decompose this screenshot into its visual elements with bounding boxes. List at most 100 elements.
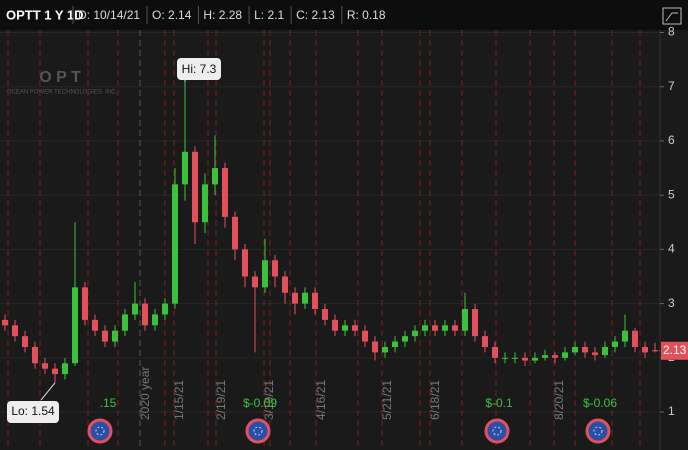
candle-body [252, 276, 258, 288]
date-label: 6/18/21 [428, 380, 442, 420]
candle-body [72, 287, 78, 364]
candle-body [462, 309, 468, 331]
header-stat: O: 2.14 [152, 8, 192, 22]
dividend-label: $-0.1 [485, 396, 513, 410]
candle-body [612, 341, 618, 347]
last-price-tag [661, 341, 688, 360]
candle-body [182, 151, 188, 185]
dividend-icon-dot [492, 426, 502, 436]
lo-label: Lo: 1.54 [11, 404, 55, 418]
header-stats: D: 10/14/21 O: 2.14 H: 2.28 L: 2.1 C: 2.13 R:… [72, 6, 386, 24]
candle-body [102, 330, 108, 342]
watermark-company: OCEAN POWER TECHNOLOGIES, INC. [7, 90, 118, 96]
candle-body [542, 355, 548, 358]
candle-body [282, 276, 288, 293]
drawing-tool-icon[interactable] [662, 7, 682, 25]
candle-body [262, 260, 268, 288]
candle-body [482, 336, 488, 347]
dividend-icon-dot [253, 426, 263, 436]
candle-body [532, 357, 538, 361]
y-tick-label: 3 [668, 296, 675, 310]
date-label: 4/16/21 [314, 380, 328, 420]
candle-body [272, 260, 278, 277]
candle-body [522, 357, 528, 361]
candle-body [622, 330, 628, 342]
dividend-icon-dot [95, 426, 105, 436]
dividend-label: $-0.06 [583, 396, 617, 410]
candle-body [222, 168, 228, 217]
header-stat: R: 0.18 [347, 8, 386, 22]
candle-body [22, 336, 28, 347]
y-tick-label: 1 [668, 404, 675, 418]
y-tick-label: 7 [668, 79, 675, 93]
header-bar [0, 0, 688, 30]
candle-body [242, 249, 248, 277]
y-tick-label: 5 [668, 187, 675, 201]
candle-body [402, 336, 408, 342]
dividend-icon-dot [593, 426, 603, 436]
y-tick-label: 6 [668, 133, 675, 147]
candle-body [492, 346, 498, 358]
dividend-label: $-0.09 [243, 396, 277, 410]
date-label: 2/19/21 [214, 380, 228, 420]
symbol-title: OPTT 1 Y 1D [6, 7, 84, 22]
candle-body [392, 341, 398, 347]
candle-body [362, 330, 368, 342]
date-label: 8/20/21 [552, 380, 566, 420]
candle-body [342, 325, 348, 331]
header-stat: D: 10/14/21 [78, 8, 140, 22]
candle-body [442, 325, 448, 331]
candle-body [642, 346, 648, 353]
candle-body [312, 292, 318, 310]
dividend-label: .15 [100, 396, 117, 410]
candle-body [412, 330, 418, 337]
lo-callout [7, 401, 59, 423]
candle-body [142, 303, 148, 326]
header-stat: C: 2.13 [296, 8, 335, 22]
date-label: 5/21/21 [380, 380, 394, 420]
candle-body [632, 330, 638, 347]
watermark-logo: O P T [39, 69, 81, 86]
candle-body [562, 352, 568, 358]
last-price-label: 2.13 [663, 343, 687, 357]
dividend-icon[interactable] [484, 418, 510, 444]
candle-body [132, 303, 138, 315]
candle-body [122, 314, 128, 331]
candle-body [422, 325, 428, 331]
candle-body [292, 292, 298, 304]
candle-body [552, 355, 558, 358]
candle-body [162, 303, 168, 315]
candle-body [2, 319, 8, 326]
candle-body [332, 319, 338, 331]
candle-body [42, 363, 48, 369]
candle-body [112, 330, 118, 342]
candle-body [452, 325, 458, 331]
dividend-icon[interactable] [87, 418, 113, 444]
dividend-icon[interactable] [585, 418, 611, 444]
candle-body [322, 309, 328, 320]
candle-body [232, 216, 238, 250]
candle-body [82, 287, 88, 320]
y-tick-label: 4 [668, 242, 675, 256]
date-label: 2020 year [138, 367, 152, 420]
candle-body [592, 352, 598, 356]
hi-callout [177, 58, 221, 80]
candle-body [582, 346, 588, 353]
drawing-tool-glyph [665, 12, 678, 22]
header-stat: L: 2.1 [254, 8, 284, 22]
candle-body [432, 325, 438, 331]
candle-body [62, 363, 68, 375]
candle-body [602, 346, 608, 356]
dividend-icon[interactable] [245, 418, 271, 444]
date-label: 3/19/21 [262, 380, 276, 420]
candle-body [202, 184, 208, 223]
y-tick-label: 8 [668, 25, 675, 39]
candle-body [302, 292, 308, 304]
candle-body [352, 325, 358, 331]
candle-body [172, 184, 178, 304]
date-label: 1/15/21 [172, 380, 186, 420]
candle-body [212, 168, 218, 185]
header-stat: H: 2.28 [203, 8, 242, 22]
